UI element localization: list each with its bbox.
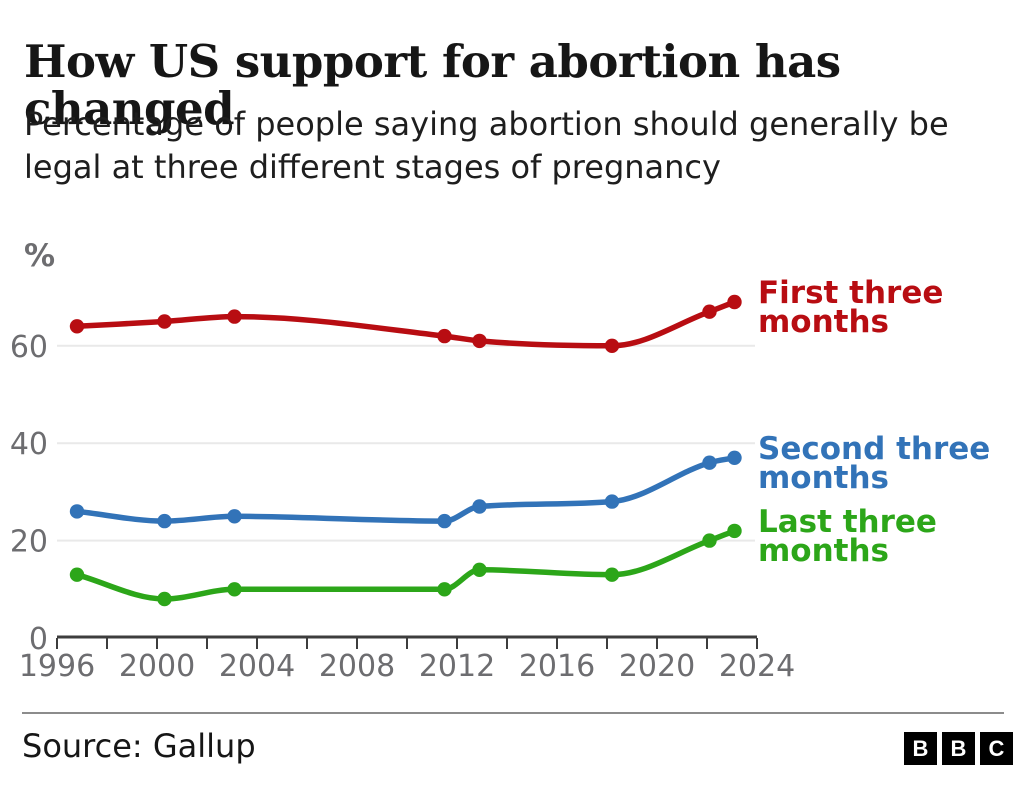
data-point-first-three-months-2011.5 [437,328,452,344]
chart-subtitle-line2: legal at three different stages of pregn… [24,148,721,186]
series-label-last-three-months: Last three months [758,504,937,569]
chart-subtitle-line1: Percentage of people saying abortion sho… [24,105,949,143]
data-point-second-three-months-1996.8 [69,504,85,519]
x-tick-label-2012: 2012 [419,649,495,684]
data-point-second-three-months-2003.1 [227,509,242,524]
x-tick-label-2000: 2000 [119,649,195,684]
data-point-second-three-months-2011.5 [437,513,452,529]
y-tick-label-0: 0 [29,622,48,657]
x-tick-label-1996: 1996 [19,649,95,684]
data-point-second-three-months-2022.1 [702,455,717,470]
data-point-last-three-months-2022.1 [702,533,717,548]
x-tick-label-2016: 2016 [519,649,595,684]
bbc-logo-letter-b1: B [904,732,937,765]
footer-divider [22,712,1004,714]
series-label-first-three-months: First three months [758,275,943,340]
data-point-second-three-months-2012.9 [472,499,487,514]
x-tick-label-2020: 2020 [619,649,695,684]
data-point-first-three-months-2000.3 [157,314,172,329]
data-point-last-three-months-2018.2 [604,567,620,582]
x-tick-label-2024: 2024 [719,649,795,684]
y-tick-label-60: 60 [10,330,48,365]
chart-subtitle: Percentage of people saying abortion sho… [24,103,949,189]
bbc-logo-letter-c: C [980,732,1013,765]
x-tick-label-2008: 2008 [319,649,395,684]
data-point-second-three-months-2023.1 [727,450,742,465]
data-point-first-three-months-2023.1 [727,294,742,310]
data-point-last-three-months-2011.5 [437,582,452,597]
series-line-second-three-months [74,455,738,524]
bbc-logo-letter-b2: B [942,732,975,765]
y-tick-label-20: 20 [10,525,48,560]
x-tick-label-2004: 2004 [219,649,295,684]
chart-title: How US support for abortion has changed [24,35,841,136]
data-point-last-three-months-2000.3 [157,591,172,607]
data-point-first-three-months-1996.8 [69,319,85,334]
y-tick-label-40: 40 [10,427,48,462]
data-point-last-three-months-2023.1 [727,523,742,539]
data-point-second-three-months-2018.2 [604,494,620,509]
series-label-second-three-months: Second three months [758,431,990,496]
data-point-last-three-months-1996.8 [69,567,85,582]
series-line-first-three-months [74,299,738,349]
y-axis-unit-label: % [24,238,55,274]
data-point-first-three-months-2003.1 [227,309,242,324]
data-point-first-three-months-2022.1 [702,304,717,319]
data-point-first-three-months-2018.2 [604,338,620,353]
bbc-logo: B B C [904,732,1013,765]
data-point-last-three-months-2003.1 [227,582,242,597]
series-line-last-three-months [74,528,738,602]
data-point-last-three-months-2012.9 [472,562,487,577]
data-point-second-three-months-2000.3 [157,513,172,529]
data-point-first-three-months-2012.9 [472,333,487,349]
source-label: Source: Gallup [22,727,256,765]
